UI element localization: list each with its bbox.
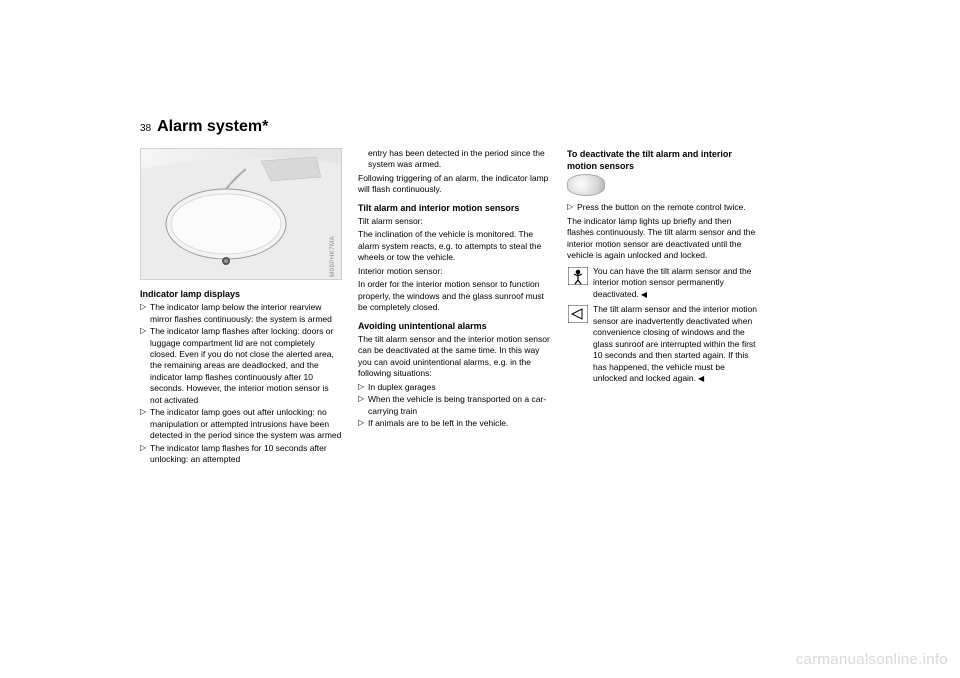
info-text: You can have the tilt alarm sensor and t… xyxy=(593,266,760,301)
bullet-cont: entry has been detected in the period si… xyxy=(368,148,551,171)
paragraph: In order for the interior motion sensor … xyxy=(358,279,551,313)
mirror-svg xyxy=(141,149,341,279)
page-number: 38 xyxy=(140,123,151,134)
list-item: ▷ If animals are to be left in the vehic… xyxy=(358,418,551,429)
list-item: ▷ The indicator lamp flashes for 10 seco… xyxy=(140,443,342,466)
bullet-text: The indicator lamp goes out after unlock… xyxy=(150,407,342,441)
end-mark-icon: ◀ xyxy=(698,374,704,383)
remote-key-icon xyxy=(567,174,605,196)
info-block-2: The tilt alarm sensor and the interior m… xyxy=(567,304,760,385)
info-block-1: You can have the tilt alarm sensor and t… xyxy=(567,266,760,301)
bullet-text: Press the button on the remote control t… xyxy=(577,202,760,213)
paragraph: The indicator lamp lights up briefly and… xyxy=(567,216,760,262)
triangle-icon: ▷ xyxy=(358,418,368,429)
list-item: ▷ The indicator lamp goes out after unlo… xyxy=(140,407,342,441)
column-2: entry has been detected in the period si… xyxy=(358,148,551,467)
columns: M09PHK7MA Indicator lamp displays ▷ The … xyxy=(140,148,760,467)
column-1: M09PHK7MA Indicator lamp displays ▷ The … xyxy=(140,148,342,467)
triangle-icon: ▷ xyxy=(567,202,577,213)
heading-indicator-lamp: Indicator lamp displays xyxy=(140,288,342,300)
list-item: ▷ In duplex garages xyxy=(358,382,551,393)
list-item-cont: entry has been detected in the period si… xyxy=(358,148,551,171)
bullet-text: The indicator lamp below the interior re… xyxy=(150,302,342,325)
note-text: You can have the tilt alarm sensor and t… xyxy=(593,266,751,299)
list-item: ▷ Press the button on the remote control… xyxy=(567,202,760,213)
paragraph: Following triggering of an alarm, the in… xyxy=(358,173,551,196)
column-3: To deactivate the tilt alarm and interio… xyxy=(567,148,760,467)
sub-label: Tilt alarm sensor: xyxy=(358,216,551,227)
watermark: carmanualsonline.info xyxy=(796,651,948,668)
triangle-icon: ▷ xyxy=(140,407,150,441)
triangle-icon: ▷ xyxy=(140,302,150,325)
heading-tilt-alarm: Tilt alarm and interior motion sensors xyxy=(358,202,551,214)
triangle-icon: ▷ xyxy=(358,382,368,393)
note-text: The tilt alarm sensor and the interior m… xyxy=(593,304,757,383)
list-item: ▷ The indicator lamp below the interior … xyxy=(140,302,342,325)
list-item: ▷ The indicator lamp flashes after locki… xyxy=(140,326,342,406)
heading-avoiding: Avoiding unintentional alarms xyxy=(358,320,551,332)
bullet-text: The indicator lamp flashes for 10 second… xyxy=(150,443,342,466)
page-title: Alarm system* xyxy=(157,118,268,136)
illustration-code: M09PHK7MA xyxy=(329,236,337,277)
bullet-text: If animals are to be left in the vehicle… xyxy=(368,418,551,429)
end-mark-icon: ◀ xyxy=(641,290,647,299)
arrow-icon xyxy=(567,304,589,324)
mirror-illustration: M09PHK7MA xyxy=(140,148,342,280)
paragraph: The tilt alarm sensor and the interior m… xyxy=(358,334,551,380)
bullet-text: The indicator lamp flashes after locking… xyxy=(150,326,342,406)
heading-deactivate: To deactivate the tilt alarm and interio… xyxy=(567,148,760,172)
manual-page: 38 Alarm system* M09PHK7MA xyxy=(0,0,960,678)
bullet-text: In duplex garages xyxy=(368,382,551,393)
triangle-icon: ▷ xyxy=(140,443,150,466)
sub-label: Interior motion sensor: xyxy=(358,266,551,277)
paragraph: The inclination of the vehicle is monito… xyxy=(358,229,551,263)
bullet-text: When the vehicle is being transported on… xyxy=(368,394,551,417)
triangle-icon: ▷ xyxy=(358,394,368,417)
info-text: The tilt alarm sensor and the interior m… xyxy=(593,304,760,385)
page-header: 38 Alarm system* xyxy=(140,118,760,136)
content-area: 38 Alarm system* M09PHK7MA xyxy=(140,118,760,467)
person-icon xyxy=(567,266,589,286)
list-item: ▷ When the vehicle is being transported … xyxy=(358,394,551,417)
triangle-icon: ▷ xyxy=(140,326,150,406)
